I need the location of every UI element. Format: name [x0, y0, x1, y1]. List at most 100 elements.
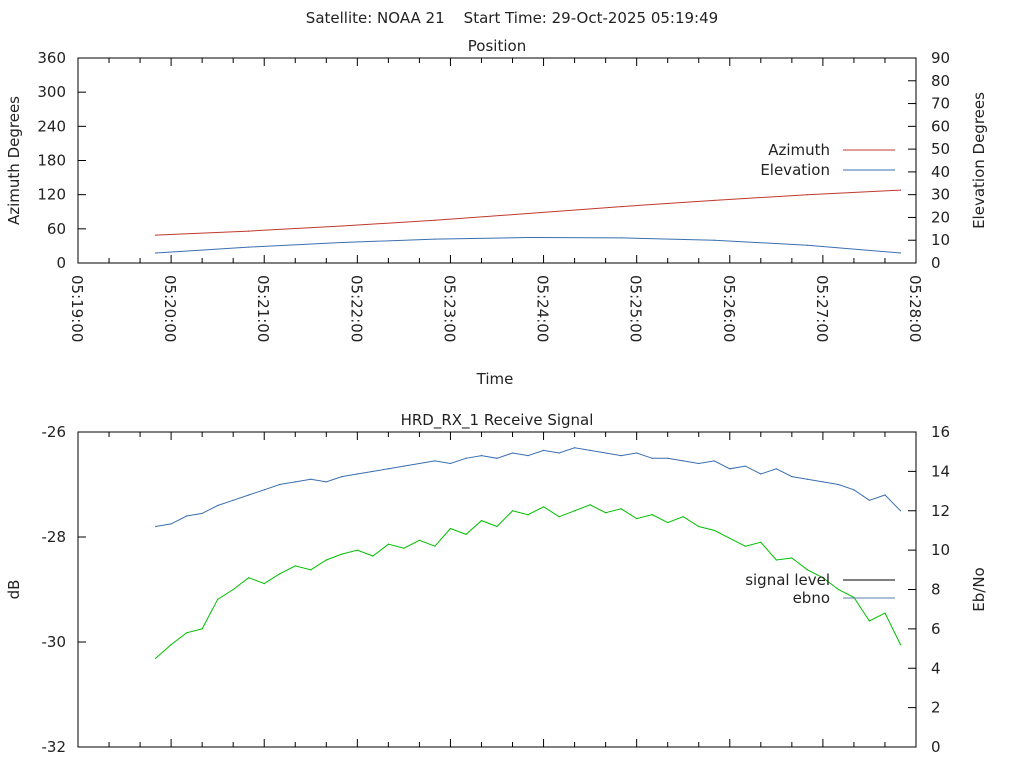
- data-point: [853, 489, 855, 491]
- x-tick-label: 05:24:00: [534, 275, 552, 342]
- data-point: [496, 457, 498, 459]
- data-point: [775, 468, 777, 470]
- data-point: [465, 457, 467, 459]
- data-point: [465, 533, 467, 535]
- data-point: [294, 565, 296, 567]
- y-tick-label: 240: [37, 117, 66, 135]
- x-tick-label: 05:22:00: [347, 275, 365, 342]
- data-point: [527, 212, 529, 215]
- data-point: [542, 449, 545, 451]
- data-point: [341, 241, 343, 244]
- y-axis-label: Azimuth Degrees: [5, 96, 23, 225]
- data-point: [558, 516, 560, 518]
- data-point: [248, 577, 250, 579]
- data-point: [651, 457, 653, 459]
- data-point: [449, 527, 452, 530]
- y2-tick-label: 6: [931, 620, 941, 638]
- data-point: [325, 481, 327, 483]
- x-tick-label: 05:20:00: [161, 275, 179, 342]
- y-tick-label: -30: [42, 633, 67, 651]
- data-point: [868, 620, 871, 622]
- y-tick-label: -28: [42, 528, 67, 546]
- data-point: [682, 516, 684, 518]
- data-point: [403, 547, 405, 549]
- data-point: [511, 452, 514, 454]
- y2-tick-label: 20: [931, 208, 950, 226]
- y2-axis-label: Eb/No: [970, 567, 988, 611]
- data-point: [744, 465, 746, 467]
- data-point: [822, 481, 824, 483]
- y2-tick-label: 0: [931, 738, 941, 756]
- data-point: [589, 504, 591, 506]
- data-point: [403, 465, 405, 467]
- legend-label: Elevation: [760, 161, 830, 179]
- data-point: [480, 455, 483, 457]
- data-point: [527, 514, 529, 516]
- data-point: [496, 525, 498, 528]
- y2-tick-label: 90: [931, 49, 950, 67]
- data-point: [294, 481, 296, 483]
- data-point: [837, 588, 840, 591]
- y2-tick-label: 10: [931, 231, 950, 249]
- data-point: [154, 525, 157, 528]
- data-point: [636, 452, 638, 454]
- legend-label: signal level: [745, 571, 830, 589]
- data-point: [201, 512, 203, 514]
- data-point: [154, 252, 157, 254]
- data-point: [729, 468, 731, 470]
- plot-title: Position: [468, 37, 526, 55]
- data-point: [806, 244, 808, 246]
- data-point: [713, 239, 715, 241]
- data-point: [636, 518, 638, 520]
- plot-frame: [77, 431, 917, 748]
- data-point: [837, 483, 840, 486]
- data-point: [605, 452, 607, 454]
- data-point: [434, 238, 436, 240]
- data-point: [248, 230, 250, 232]
- data-point: [791, 557, 793, 559]
- legend-label: Azimuth: [768, 141, 830, 159]
- y2-tick-label: 40: [931, 163, 950, 181]
- y2-tick-label: 8: [931, 581, 941, 599]
- series-line-azimuth: [155, 189, 901, 236]
- x-tick-label: 05:28:00: [906, 275, 924, 342]
- data-point: [434, 460, 436, 462]
- data-point: [899, 510, 902, 512]
- data-point: [806, 569, 808, 571]
- data-point: [527, 455, 529, 457]
- data-point: [542, 506, 545, 508]
- data-point: [170, 523, 172, 525]
- data-point: [558, 452, 560, 454]
- data-point: [217, 598, 219, 600]
- data-point: [325, 559, 327, 561]
- data-point: [775, 559, 777, 561]
- data-point: [744, 545, 746, 547]
- data-point: [418, 462, 421, 465]
- data-point: [356, 473, 358, 475]
- y2-tick-label: 16: [931, 423, 950, 441]
- data-point: [899, 189, 902, 191]
- y-tick-label: 360: [37, 49, 66, 67]
- data-point: [620, 455, 622, 457]
- y2-tick-label: 2: [931, 699, 941, 717]
- data-point: [822, 577, 824, 579]
- data-point: [372, 555, 374, 557]
- data-point: [186, 632, 188, 634]
- data-point: [527, 236, 529, 239]
- data-point: [434, 545, 436, 547]
- legend-label: ebno: [793, 589, 830, 607]
- data-point: [589, 449, 591, 451]
- data-point: [154, 657, 157, 660]
- y2-tick-label: 4: [931, 659, 941, 677]
- data-point: [620, 237, 622, 239]
- data-point: [372, 470, 374, 472]
- data-point: [899, 644, 902, 646]
- plot-1: HRD_RX_1 Receive Signal -32 -30 -28 -26 0 2 4 6 8…: [5, 411, 988, 756]
- x-tick-label: 05:21:00: [254, 275, 272, 342]
- data-point: [713, 199, 715, 201]
- data-point: [899, 252, 902, 254]
- data-point: [217, 504, 219, 507]
- data-point: [248, 494, 250, 496]
- data-point: [713, 529, 715, 532]
- data-point: [605, 512, 607, 514]
